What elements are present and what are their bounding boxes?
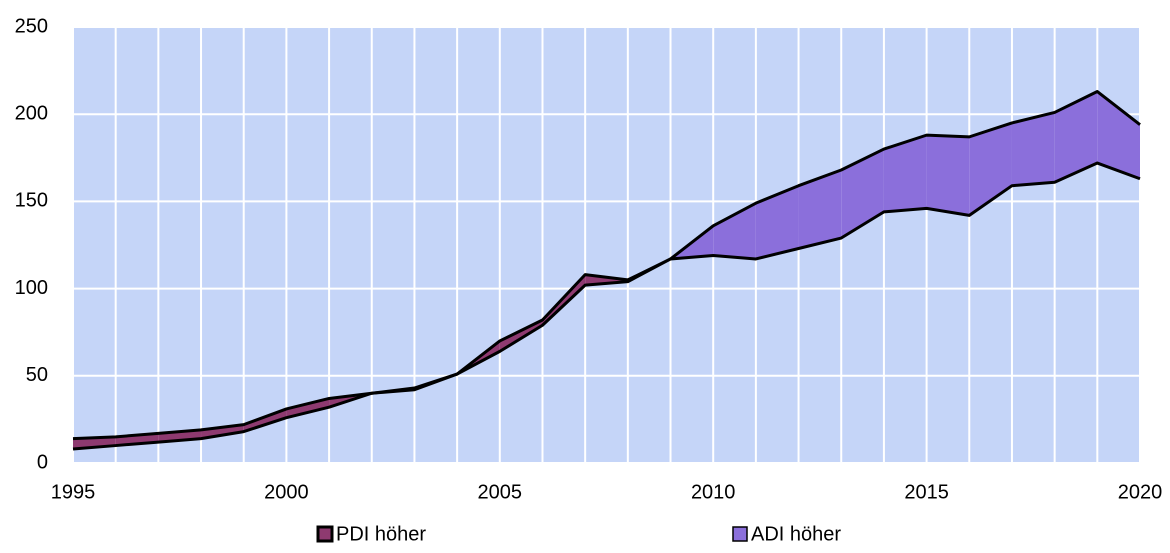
x-tick-label: 1995 [51,481,96,503]
y-tick-label: 50 [26,364,48,386]
difference-area [201,424,244,439]
x-tick-label: 2000 [264,481,309,503]
y-tick-label: 250 [15,15,48,37]
legend-swatch [732,526,748,542]
x-tick-label: 2010 [691,481,736,503]
x-tick-label: 2005 [478,481,523,503]
difference-area [883,135,927,212]
x-tick-label: 2020 [1118,481,1163,503]
y-tick-label: 200 [15,102,48,124]
difference-area [1097,91,1140,179]
x-tick-label: 2015 [904,481,949,503]
difference-area [798,170,842,249]
plot-area [73,27,1140,463]
series-line [72,161,1141,441]
difference-area [1054,91,1098,183]
difference-area [755,185,799,259]
difference-area [841,149,884,239]
difference-area [1011,112,1055,186]
difference-area [926,135,970,216]
difference-area [713,203,756,259]
y-tick-label: 150 [15,190,48,212]
y-tick-label: 100 [15,277,48,299]
series-line [72,90,1141,451]
y-tick-label: 0 [37,451,48,473]
legend-swatch [316,525,334,543]
legend-label: PDI höher [336,523,426,545]
difference-area [243,408,287,432]
legend-label: ADI höher [751,523,841,545]
difference-area [286,398,330,418]
